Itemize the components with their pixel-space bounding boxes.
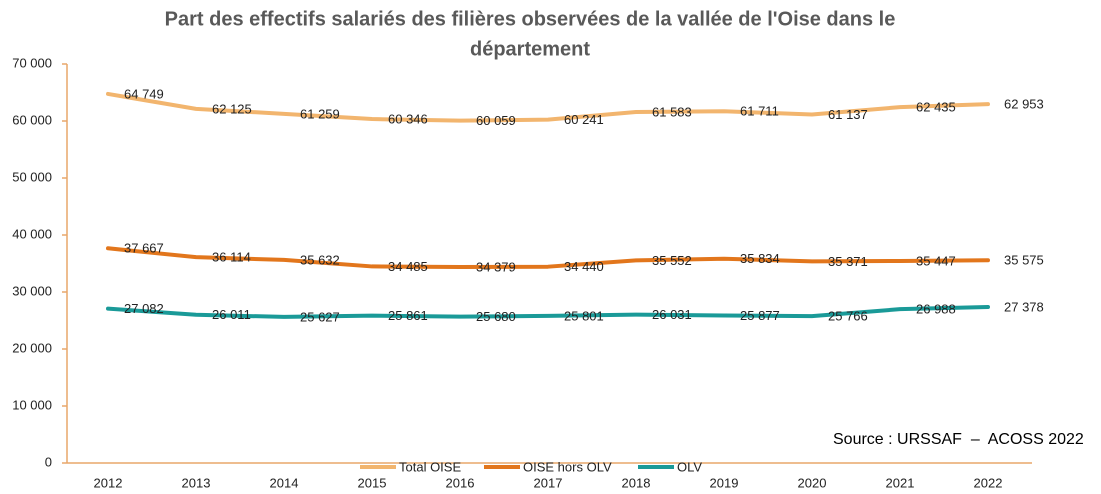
x-tick-label: 2015 xyxy=(358,475,387,490)
y-tick-label: 20 000 xyxy=(12,340,52,355)
value-label: 25 861 xyxy=(388,308,428,323)
legend-label: Total OISE xyxy=(399,459,461,474)
value-label: 35 552 xyxy=(652,253,692,268)
x-tick-label: 2017 xyxy=(534,475,563,490)
value-label: 35 371 xyxy=(828,254,868,269)
y-tick-label: 70 000 xyxy=(12,55,52,70)
x-tick-label: 2018 xyxy=(622,475,651,490)
y-tick-label: 10 000 xyxy=(12,397,52,412)
value-label: 26 011 xyxy=(212,307,251,322)
y-tick-label: 50 000 xyxy=(12,169,52,184)
value-label: 62 953 xyxy=(1004,97,1044,112)
x-tick-label: 2019 xyxy=(710,475,739,490)
value-label: 35 447 xyxy=(916,253,956,268)
x-tick-label: 2020 xyxy=(798,475,827,490)
value-label: 61 711 xyxy=(740,104,779,119)
value-label: 61 137 xyxy=(828,107,868,122)
line xyxy=(106,91,990,123)
value-label: 62 435 xyxy=(916,100,956,115)
y-tick-label: 60 000 xyxy=(12,112,52,127)
value-label: 25 680 xyxy=(476,309,516,324)
value-label: 36 114 xyxy=(212,250,251,265)
value-label: 25 627 xyxy=(300,309,340,324)
value-label: 34 379 xyxy=(476,259,516,274)
x-tick-label: 2014 xyxy=(270,475,299,490)
y-tick-label: 30 000 xyxy=(12,283,52,298)
y-tick-label: 40 000 xyxy=(12,226,52,241)
value-label: 34 440 xyxy=(564,259,604,274)
value-label: 61 259 xyxy=(300,106,340,121)
value-label: 34 485 xyxy=(388,259,428,274)
value-label: 61 583 xyxy=(652,104,692,119)
value-label: 60 059 xyxy=(476,113,516,128)
source-note: Source : URSSAF – ACOSS 2022 xyxy=(833,431,1084,448)
legend-label: OISE hors OLV xyxy=(523,459,612,474)
x-tick-label: 2016 xyxy=(446,475,475,490)
value-label: 62 125 xyxy=(212,101,252,116)
chart-title: Part des effectifs salariés des filières… xyxy=(165,8,896,30)
value-label: 37 667 xyxy=(124,241,164,256)
value-label: 25 766 xyxy=(828,309,868,324)
line xyxy=(106,304,990,319)
value-label: 35 575 xyxy=(1004,253,1044,268)
value-label: 26 031 xyxy=(652,307,692,322)
x-tick-label: 2012 xyxy=(94,475,123,490)
value-label: 35 834 xyxy=(740,251,780,266)
value-label: 25 877 xyxy=(740,308,780,323)
value-label: 60 241 xyxy=(564,112,604,127)
chart-title: département xyxy=(470,38,590,60)
x-tick-label: 2022 xyxy=(974,475,1003,490)
y-tick-label: 0 xyxy=(45,454,52,469)
value-label: 35 632 xyxy=(300,252,340,267)
value-label: 27 082 xyxy=(124,301,164,316)
value-label: 25 801 xyxy=(564,308,604,323)
x-tick-label: 2021 xyxy=(886,475,915,490)
line xyxy=(106,246,990,270)
value-label: 60 346 xyxy=(388,111,428,126)
legend-label: OLV xyxy=(677,459,702,474)
value-label: 26 988 xyxy=(916,302,956,317)
x-tick-label: 2013 xyxy=(182,475,211,490)
value-label: 27 378 xyxy=(1004,299,1044,314)
value-label: 64 749 xyxy=(124,86,164,101)
